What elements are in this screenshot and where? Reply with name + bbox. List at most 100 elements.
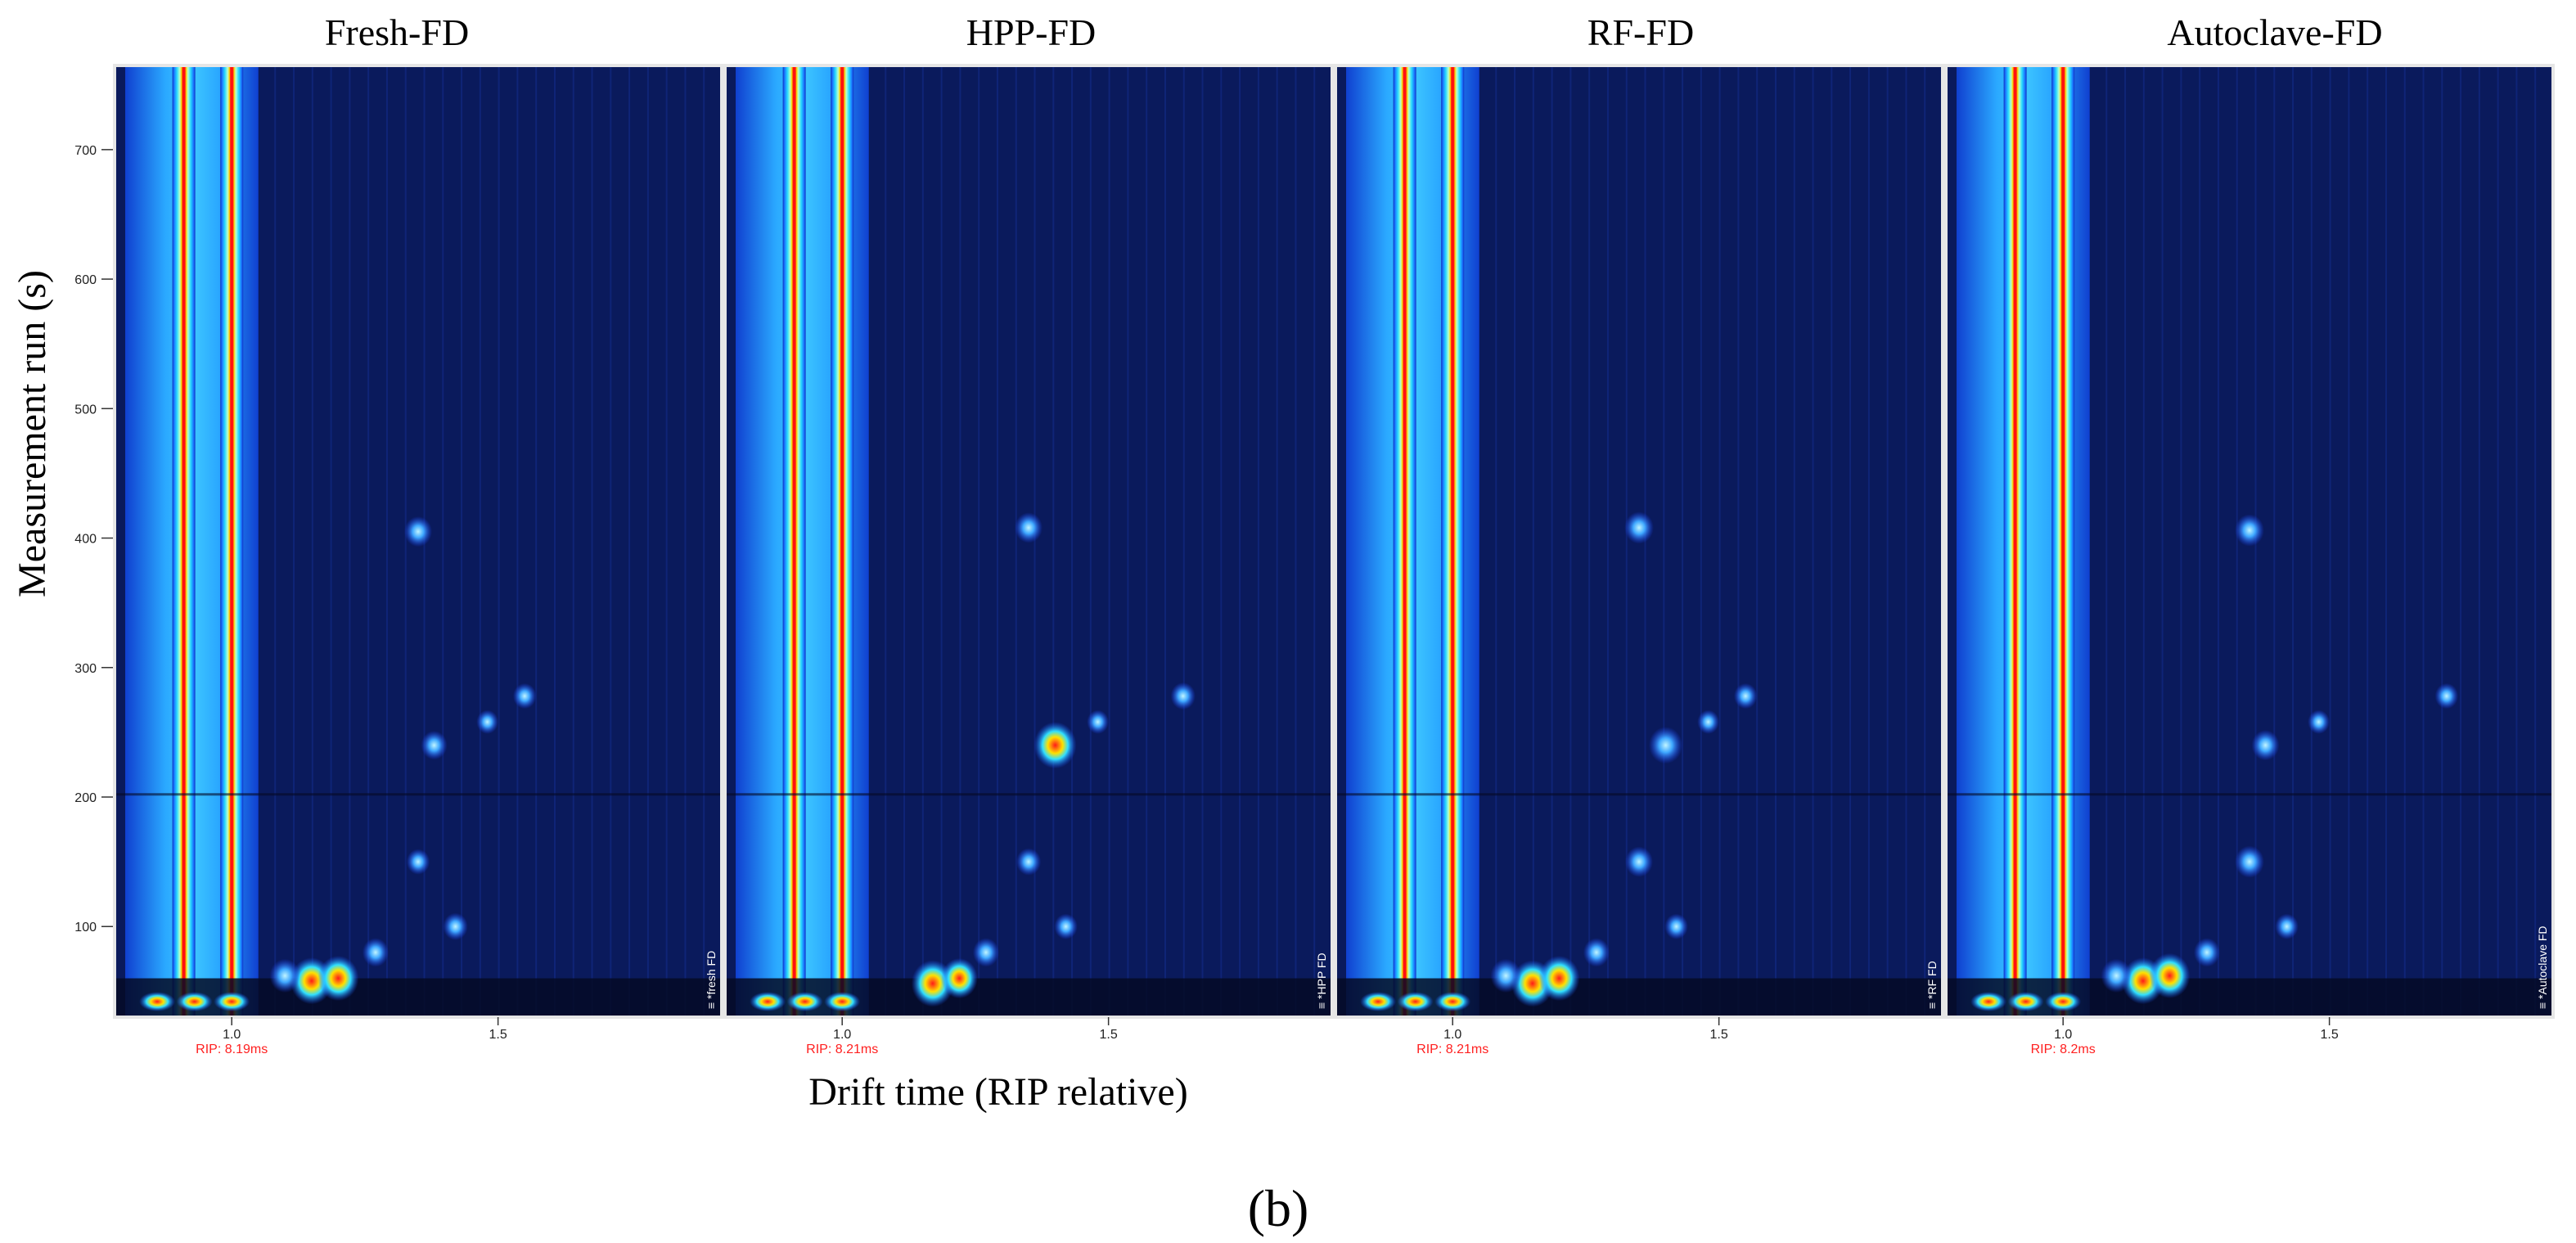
x-tick-label: 1.0 — [1443, 1028, 1461, 1042]
faint-streak — [553, 65, 556, 1017]
figure-caption: (b) — [1248, 1179, 1309, 1237]
peak-spot — [1625, 846, 1653, 877]
faint-streak — [1924, 65, 1926, 1017]
x-tick-label: 1.5 — [1100, 1028, 1118, 1042]
faint-streak — [1569, 65, 1572, 1017]
base-blob — [1970, 992, 2007, 1012]
faint-streak — [330, 65, 332, 1017]
faint-streak — [610, 65, 612, 1017]
faint-streak — [1182, 65, 1185, 1017]
faint-streak — [498, 65, 500, 1017]
faint-streak — [1495, 65, 1497, 1017]
faint-streak — [1849, 65, 1852, 1017]
faint-streak — [591, 65, 593, 1017]
faint-streak — [311, 65, 313, 1017]
x-tick-label: 1.0 — [2054, 1028, 2072, 1042]
faint-streak — [1201, 65, 1204, 1017]
peak-spot — [421, 731, 448, 760]
faint-streak — [2329, 65, 2331, 1017]
base-blob — [1360, 992, 1397, 1012]
y-tick-label: 500 — [74, 403, 97, 417]
faint-streak — [461, 65, 463, 1017]
faint-streak — [2515, 65, 2518, 1017]
faint-streak — [2441, 65, 2443, 1017]
faint-streak — [1625, 65, 1628, 1017]
peak-spot — [1170, 682, 1196, 710]
y-tick-label: 200 — [74, 791, 97, 805]
peak-spot — [1087, 709, 1110, 734]
peak-spot — [2101, 958, 2132, 993]
y-tick-label: 600 — [74, 273, 97, 287]
faint-streak — [921, 65, 924, 1017]
peak-spot — [1538, 955, 1580, 1002]
heatmap-panel-1: ≡ *fresh FD 1.0 1.5 RIP: 8.19ms — [113, 64, 723, 1056]
faint-streak — [2497, 65, 2499, 1017]
faint-streak — [1774, 65, 1777, 1017]
faint-streak — [2217, 65, 2219, 1017]
faint-streak — [385, 65, 388, 1017]
peak-spot — [1015, 512, 1043, 543]
rip-line-2 — [831, 65, 854, 1017]
sample-label: ≡ *HPP FD — [1315, 953, 1328, 1009]
x-tick-label: 1.5 — [2321, 1028, 2339, 1042]
faint-streak — [367, 65, 370, 1017]
base-blob — [2045, 992, 2082, 1012]
x-tick-label: 1.0 — [833, 1028, 851, 1042]
faint-streak — [1682, 65, 1684, 1017]
peak-spot — [269, 958, 301, 993]
faint-streak — [2180, 65, 2182, 1017]
faint-streak — [1239, 65, 1241, 1017]
horizontal-artifact — [1335, 793, 1943, 796]
faint-streak — [665, 65, 668, 1017]
faint-streak — [1551, 65, 1553, 1017]
base-blob — [2007, 992, 2044, 1012]
peak-spot — [1583, 938, 1610, 967]
faint-streak — [646, 65, 649, 1017]
rip-label: RIP: 8.21ms — [1416, 1043, 1488, 1056]
peak-spot — [317, 955, 359, 1002]
faint-streak — [940, 65, 943, 1017]
faint-streak — [1718, 65, 1721, 1017]
faint-streak — [2385, 65, 2387, 1017]
faint-streak — [349, 65, 351, 1017]
horizontal-artifact — [725, 793, 1332, 796]
panel-border — [113, 64, 723, 1019]
peak-spot — [2235, 845, 2264, 878]
base-blob — [750, 992, 786, 1012]
x-axis-label: Drift time (RIP relative) — [808, 1070, 1187, 1114]
peak-spot — [972, 938, 1000, 967]
x-tick-label: 1.0 — [223, 1028, 241, 1042]
base-blob — [786, 992, 823, 1012]
base-blob — [214, 992, 250, 1012]
faint-streak — [2478, 65, 2480, 1017]
faint-streak — [2236, 65, 2238, 1017]
peak-spot — [404, 516, 432, 547]
faint-streak — [959, 65, 961, 1017]
rip-line-2 — [1441, 65, 1465, 1017]
peak-spot — [1624, 511, 1654, 544]
panel-title-2: HPP-FD — [966, 11, 1097, 53]
peak-spot — [1034, 722, 1077, 769]
faint-streak — [535, 65, 538, 1017]
faint-streak — [2105, 65, 2108, 1017]
y-axis-label: Measurement run (s) — [11, 270, 54, 597]
peak-spot — [2275, 913, 2299, 939]
peak-spot — [2235, 514, 2264, 547]
faint-streak — [2367, 65, 2369, 1017]
faint-streak — [1015, 65, 1017, 1017]
sample-label: ≡ *Autoclave FD — [2536, 925, 2549, 1009]
panel-border — [1334, 64, 1944, 1019]
faint-streak — [2124, 65, 2127, 1017]
faint-streak — [516, 65, 519, 1017]
faint-streak — [404, 65, 407, 1017]
faint-streak — [703, 65, 705, 1017]
faint-streak — [2422, 65, 2425, 1017]
peak-spot — [1016, 848, 1042, 876]
faint-streak — [2292, 65, 2295, 1017]
faint-streak — [1606, 65, 1609, 1017]
faint-streak — [274, 65, 277, 1017]
faint-streak — [2273, 65, 2276, 1017]
rip-line-2 — [220, 65, 244, 1017]
base-blob — [824, 992, 861, 1012]
faint-streak — [978, 65, 980, 1017]
